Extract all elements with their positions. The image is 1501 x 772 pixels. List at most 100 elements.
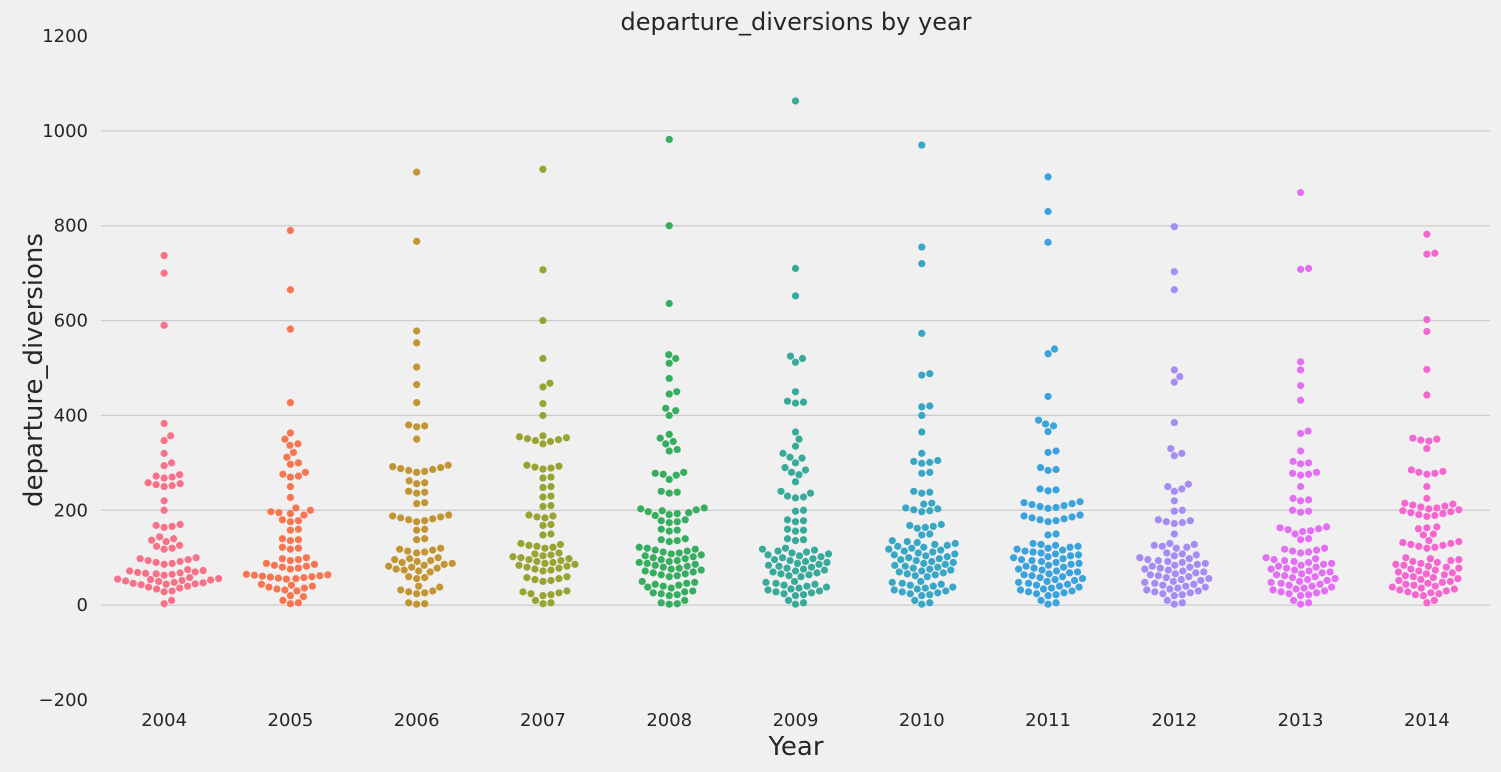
data-point (405, 421, 413, 429)
data-point (1409, 573, 1417, 581)
data-point (1394, 568, 1402, 576)
data-point (943, 541, 951, 549)
data-point (397, 464, 405, 473)
data-point (160, 523, 168, 531)
data-point (807, 563, 816, 571)
data-point (1291, 530, 1299, 538)
data-point (898, 579, 906, 587)
data-point (531, 596, 540, 605)
data-point (1423, 250, 1431, 258)
data-point (555, 549, 563, 557)
data-point (786, 453, 794, 461)
data-point (1312, 546, 1321, 554)
data-point (926, 530, 934, 538)
data-point (286, 518, 295, 526)
data-point (1014, 565, 1023, 573)
data-point (1296, 508, 1305, 516)
data-point (783, 564, 791, 572)
data-point (549, 512, 557, 520)
data-point (539, 502, 547, 511)
data-point (777, 487, 785, 495)
data-point (791, 518, 800, 526)
data-point (1049, 422, 1058, 430)
data-point (783, 492, 792, 500)
data-point (421, 589, 429, 597)
data-point (286, 482, 295, 491)
data-point (405, 466, 413, 475)
data-point (903, 570, 911, 578)
data-point (413, 339, 421, 347)
data-point (1407, 565, 1415, 573)
data-point (308, 573, 316, 581)
data-point (1320, 587, 1329, 595)
data-point (888, 578, 896, 586)
data-point (1439, 541, 1447, 549)
data-point (265, 583, 273, 591)
data-point (279, 470, 287, 478)
data-point (806, 489, 815, 497)
data-point (126, 567, 134, 575)
data-point (287, 581, 296, 589)
data-point (1159, 590, 1167, 598)
x-axis-label: Year (767, 732, 823, 762)
data-point (926, 468, 934, 476)
data-point (515, 433, 524, 441)
data-point (1296, 549, 1305, 557)
data-point (539, 383, 547, 391)
data-point (421, 499, 429, 507)
data-point (413, 363, 421, 371)
data-point (437, 544, 445, 552)
data-point (665, 510, 673, 519)
data-point (421, 548, 429, 556)
data-point (783, 397, 792, 405)
data-point (1288, 574, 1297, 582)
data-point (918, 260, 926, 268)
data-point (1020, 571, 1028, 579)
data-point (675, 549, 683, 557)
data-point (129, 579, 137, 587)
data-point (791, 527, 800, 535)
data-point (324, 571, 332, 579)
data-point (533, 542, 541, 550)
data-point (929, 548, 937, 556)
data-point (1036, 574, 1044, 582)
data-point (1190, 580, 1198, 588)
data-point (1028, 514, 1036, 522)
data-point (1296, 396, 1305, 404)
data-point (1164, 566, 1172, 574)
data-point (656, 434, 664, 442)
data-point (1197, 576, 1205, 585)
data-point (1044, 561, 1053, 569)
data-point (1285, 581, 1293, 589)
data-point (289, 448, 298, 457)
data-point (1170, 286, 1178, 294)
data-point (1051, 575, 1059, 584)
data-point (665, 390, 673, 398)
data-point (286, 441, 294, 449)
data-point (673, 488, 681, 496)
data-point (658, 507, 666, 515)
data-point (1193, 560, 1201, 568)
data-point (641, 552, 649, 560)
data-point (665, 351, 673, 359)
data-point (1447, 508, 1455, 516)
data-point (783, 535, 792, 543)
data-point (926, 402, 934, 410)
data-point (147, 575, 155, 584)
data-point (657, 517, 665, 525)
data-point (1274, 562, 1283, 570)
data-point (1296, 497, 1305, 505)
data-point (918, 508, 926, 516)
data-point (405, 487, 413, 495)
data-point (949, 558, 957, 567)
data-point (1067, 560, 1075, 568)
data-point (1158, 542, 1166, 550)
data-point (1399, 507, 1407, 515)
data-point (168, 459, 176, 467)
data-point (1423, 230, 1431, 238)
data-point (1316, 580, 1324, 588)
data-point (1144, 556, 1152, 564)
data-point (556, 540, 565, 549)
data-point (657, 590, 665, 598)
data-point (943, 553, 951, 561)
